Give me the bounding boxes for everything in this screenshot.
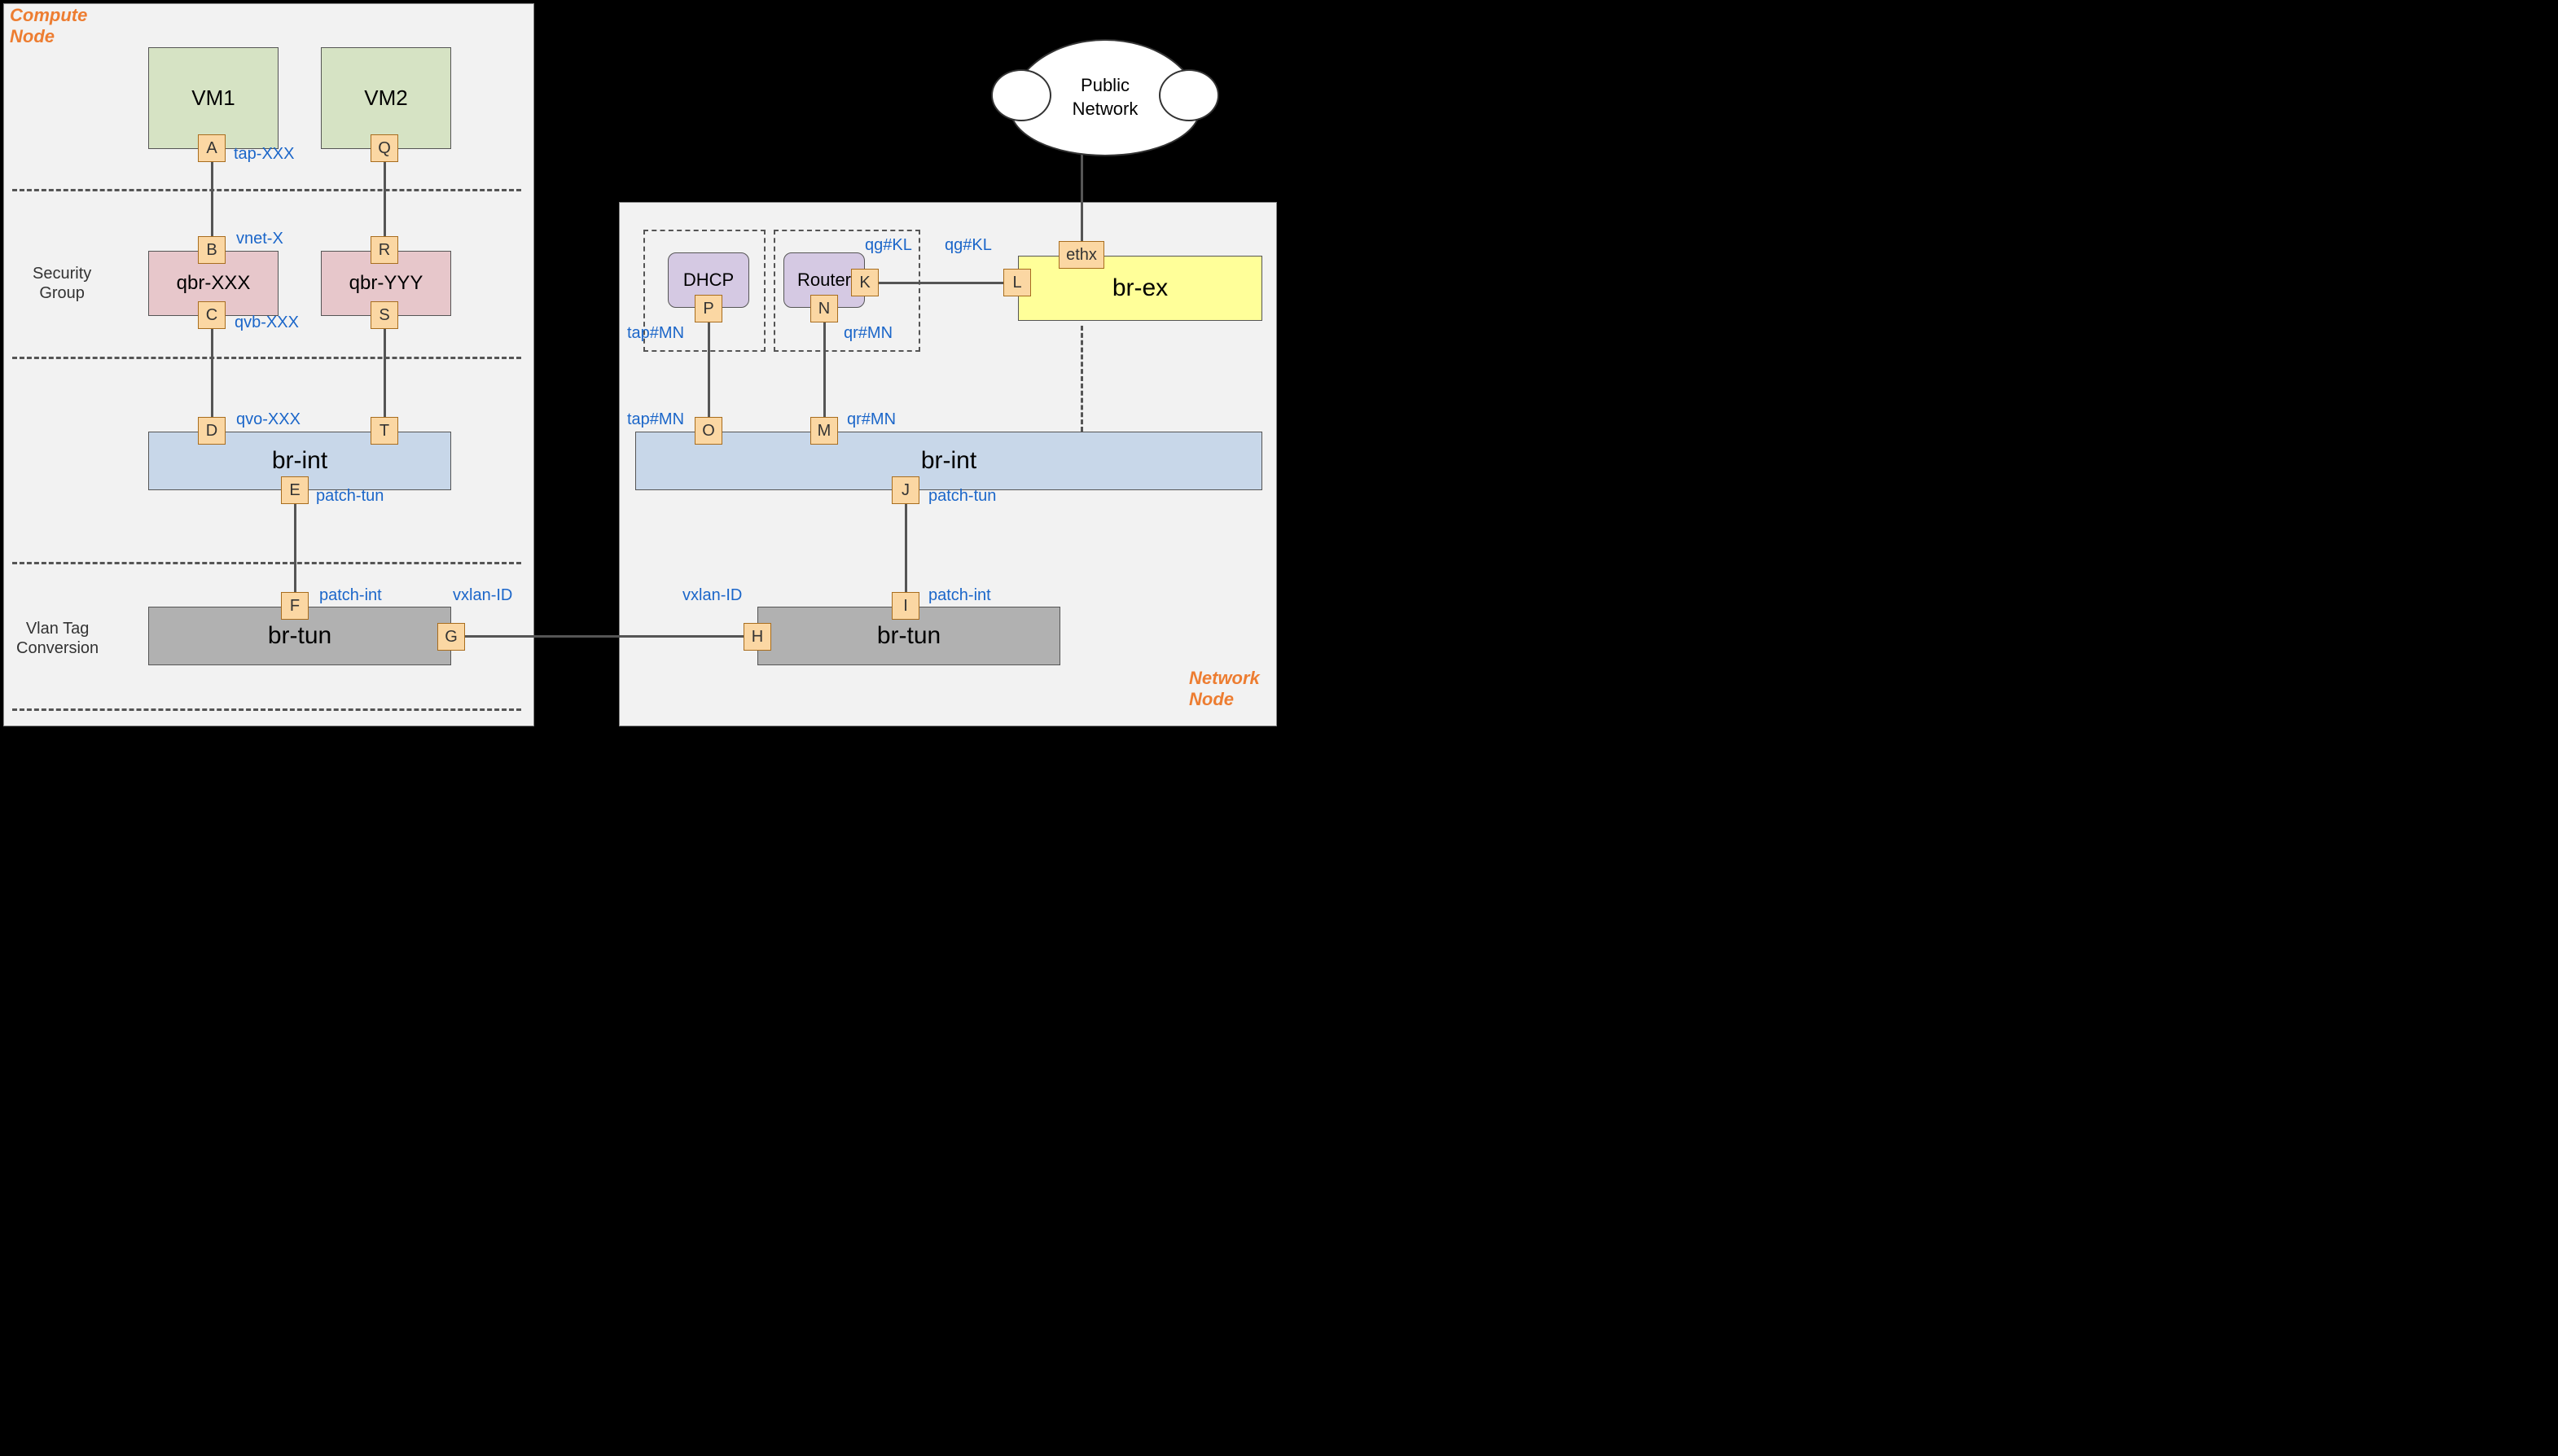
port-O: O	[695, 417, 722, 445]
label-qrMN2: qr#MN	[847, 410, 896, 429]
port-G: G	[437, 623, 465, 651]
conn-3	[384, 329, 386, 417]
port-B: B	[198, 236, 226, 264]
conn-8	[823, 322, 826, 417]
port-A: A	[198, 134, 226, 162]
label-qrMN1: qr#MN	[844, 324, 893, 343]
label-tapMN2: tap#MN	[627, 410, 684, 429]
port-E: E	[281, 476, 309, 504]
port-K: K	[851, 269, 879, 296]
conn-4	[294, 504, 296, 592]
label-qvbXXX: qvb-XXX	[235, 314, 299, 332]
label-patchInt1: patch-int	[319, 586, 382, 605]
title-compute: ComputeNode	[10, 5, 87, 47]
port-P: P	[695, 295, 722, 322]
dash-h2	[12, 357, 521, 359]
dash-v-brex	[1081, 326, 1083, 432]
conn-0	[211, 162, 213, 236]
conn-2	[211, 329, 213, 417]
conn-6	[905, 504, 907, 592]
box-brex: br-ex	[1018, 256, 1262, 321]
port-M: M	[810, 417, 838, 445]
dash-h3	[12, 562, 521, 564]
conn-9	[879, 282, 1003, 284]
label-patchTun2: patch-tun	[928, 487, 996, 506]
port-N: N	[810, 295, 838, 322]
conn-10	[1081, 155, 1083, 241]
section-vlan: Vlan TagConversion	[16, 619, 99, 658]
label-qgKL2: qg#KL	[945, 236, 992, 255]
port-L: L	[1003, 269, 1031, 296]
port-T: T	[371, 417, 398, 445]
conn-1	[384, 162, 386, 236]
public-network-cloud: PublicNetwork	[1010, 39, 1200, 156]
port-R: R	[371, 236, 398, 264]
label-vnetX: vnet-X	[236, 230, 283, 248]
port-C: C	[198, 301, 226, 329]
section-security: SecurityGroup	[33, 264, 91, 303]
port-Q: Q	[371, 134, 398, 162]
port-H: H	[744, 623, 771, 651]
box-brint2: br-int	[635, 432, 1262, 490]
dash-h1	[12, 189, 521, 191]
label-patchInt2: patch-int	[928, 586, 991, 605]
label-tapXXX: tap-XXX	[234, 145, 294, 164]
label-qgKL1: qg#KL	[865, 236, 912, 255]
port-I: I	[892, 592, 919, 620]
port-J: J	[892, 476, 919, 504]
label-qvoXXX: qvo-XXX	[236, 410, 301, 429]
label-patchTun1: patch-tun	[316, 487, 384, 506]
conn-7	[708, 322, 710, 417]
label-tapMN1: tap#MN	[627, 324, 684, 343]
conn-5	[465, 635, 744, 638]
port-F: F	[281, 592, 309, 620]
dash-h4	[12, 708, 521, 711]
label-vxlan2: vxlan-ID	[682, 586, 742, 605]
port-ethx: ethx	[1059, 241, 1104, 269]
label-vxlan1: vxlan-ID	[453, 586, 512, 605]
port-D: D	[198, 417, 226, 445]
title-network: NetworkNode	[1189, 668, 1260, 710]
port-S: S	[371, 301, 398, 329]
